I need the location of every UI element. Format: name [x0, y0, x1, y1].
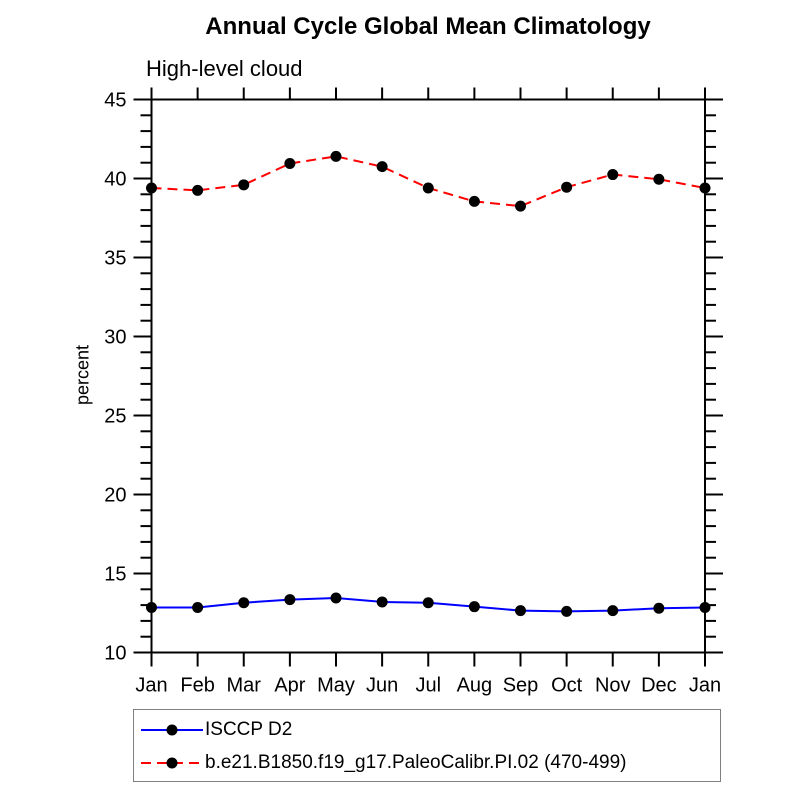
y-tick-label: 15: [104, 564, 126, 586]
legend-label-model: b.e21.B1850.f19_g17.PaleoCalibr.PI.02 (4…: [205, 751, 627, 773]
chart-title: Annual Cycle Global Mean Climatology: [205, 13, 651, 40]
series-line-1: [151, 155, 706, 208]
x-tick-label: Jan: [689, 675, 721, 697]
x-tick-label: Dec: [641, 675, 677, 697]
series-1-marker: [192, 184, 204, 196]
series-1-marker: [468, 195, 480, 207]
y-tick-label: 25: [104, 406, 126, 428]
series-0-marker: [330, 592, 342, 604]
y-tick-label: 10: [104, 643, 126, 665]
legend-item-model: b.e21.B1850.f19_g17.PaleoCalibr.PI.02 (4…: [134, 746, 720, 779]
x-tick-label: Jan: [135, 675, 167, 697]
series-0-marker: [146, 601, 157, 613]
legend-swatch-dashed-line: [141, 757, 203, 768]
series-1-marker: [422, 182, 434, 194]
series-0-marker: [238, 597, 250, 609]
legend-item-isccp: ISCCP D2: [134, 713, 720, 746]
legend-marker-icon: [166, 757, 178, 768]
x-tick-label: Feb: [180, 675, 214, 697]
series-1-marker: [515, 200, 526, 212]
series-1-marker: [561, 181, 573, 193]
series-0-marker: [422, 597, 434, 609]
series-0-marker: [515, 605, 526, 617]
chart-subtitle: High-level cloud: [146, 56, 303, 81]
series-0-marker: [284, 594, 296, 606]
x-tick-label: Mar: [227, 675, 262, 697]
x-tick-label: Aug: [457, 675, 493, 697]
legend-label-isccp: ISCCP D2: [205, 718, 293, 740]
series-1-marker: [238, 179, 250, 191]
series-1-marker: [653, 173, 665, 185]
series-1-marker: [330, 150, 342, 162]
y-tick-label: 35: [104, 248, 126, 270]
series-0-marker: [699, 601, 711, 613]
series-1-marker: [284, 157, 296, 169]
x-tick-label: Jul: [415, 675, 441, 697]
series-0-marker: [192, 601, 204, 613]
y-tick-label: 40: [104, 169, 126, 191]
y-tick-label: 20: [104, 485, 126, 507]
series-0-marker: [561, 605, 573, 617]
series-0-marker: [468, 601, 480, 613]
series-1-marker: [146, 182, 157, 194]
series-1-marker: [607, 169, 619, 181]
series-1-marker: [699, 182, 711, 194]
legend-swatch-solid-line: [141, 724, 203, 735]
x-tick-label: Sep: [503, 675, 539, 697]
legend-box: ISCCP D2 b.e21.B1850.f19_g17.PaleoCalibr…: [133, 709, 721, 782]
series-0-marker: [376, 596, 388, 608]
series-0-marker: [607, 605, 619, 617]
y-tick-label: 45: [104, 90, 126, 112]
axis-frame: [150, 98, 706, 654]
x-tick-label: May: [317, 675, 355, 697]
x-tick-label: Jun: [366, 675, 398, 697]
series-0-marker: [653, 602, 665, 614]
series-1-marker: [376, 161, 388, 173]
x-tick-label: Oct: [551, 675, 583, 697]
y-tick-label: 30: [104, 327, 126, 349]
legend-marker-icon: [166, 724, 178, 735]
x-tick-label: Nov: [595, 675, 631, 697]
x-tick-label: Apr: [274, 675, 305, 697]
